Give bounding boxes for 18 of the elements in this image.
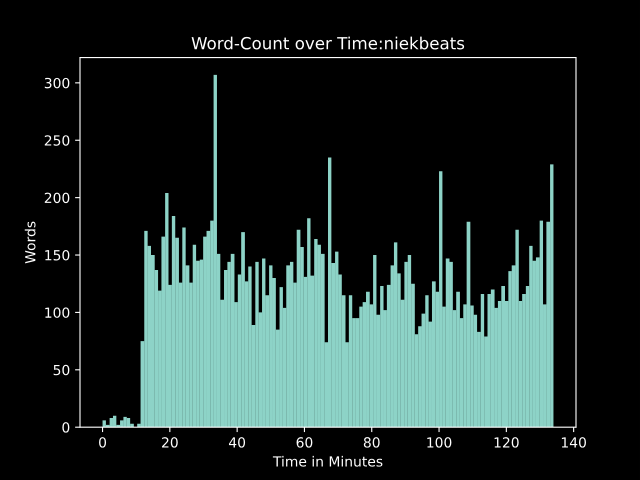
- x-tick-label: 20: [162, 437, 178, 448]
- y-tick-label: 0: [62, 422, 70, 433]
- x-tick-label: 60: [296, 437, 312, 448]
- y-tick-label: 50: [54, 364, 70, 376]
- x-tick-label: 100: [427, 437, 452, 448]
- x-tick-label: 80: [364, 437, 380, 448]
- chart-title: Word-Count over Time:niekbeats: [192, 36, 464, 50]
- x-tick-label: 140: [562, 437, 586, 448]
- x-axis-title: Time in Minutes: [272, 456, 382, 467]
- x-tick-label: 0: [99, 437, 106, 448]
- y-tick-label: 300: [44, 78, 70, 88]
- y-tick-label: 150: [45, 250, 70, 260]
- y-tick-label: 200: [44, 192, 70, 204]
- y-tick-label: 250: [44, 135, 70, 146]
- x-tick-label: 40: [228, 437, 246, 448]
- y-tick-label: 100: [45, 307, 70, 318]
- y-axis-title: Words: [24, 222, 36, 264]
- x-tick-label: 120: [494, 437, 519, 448]
